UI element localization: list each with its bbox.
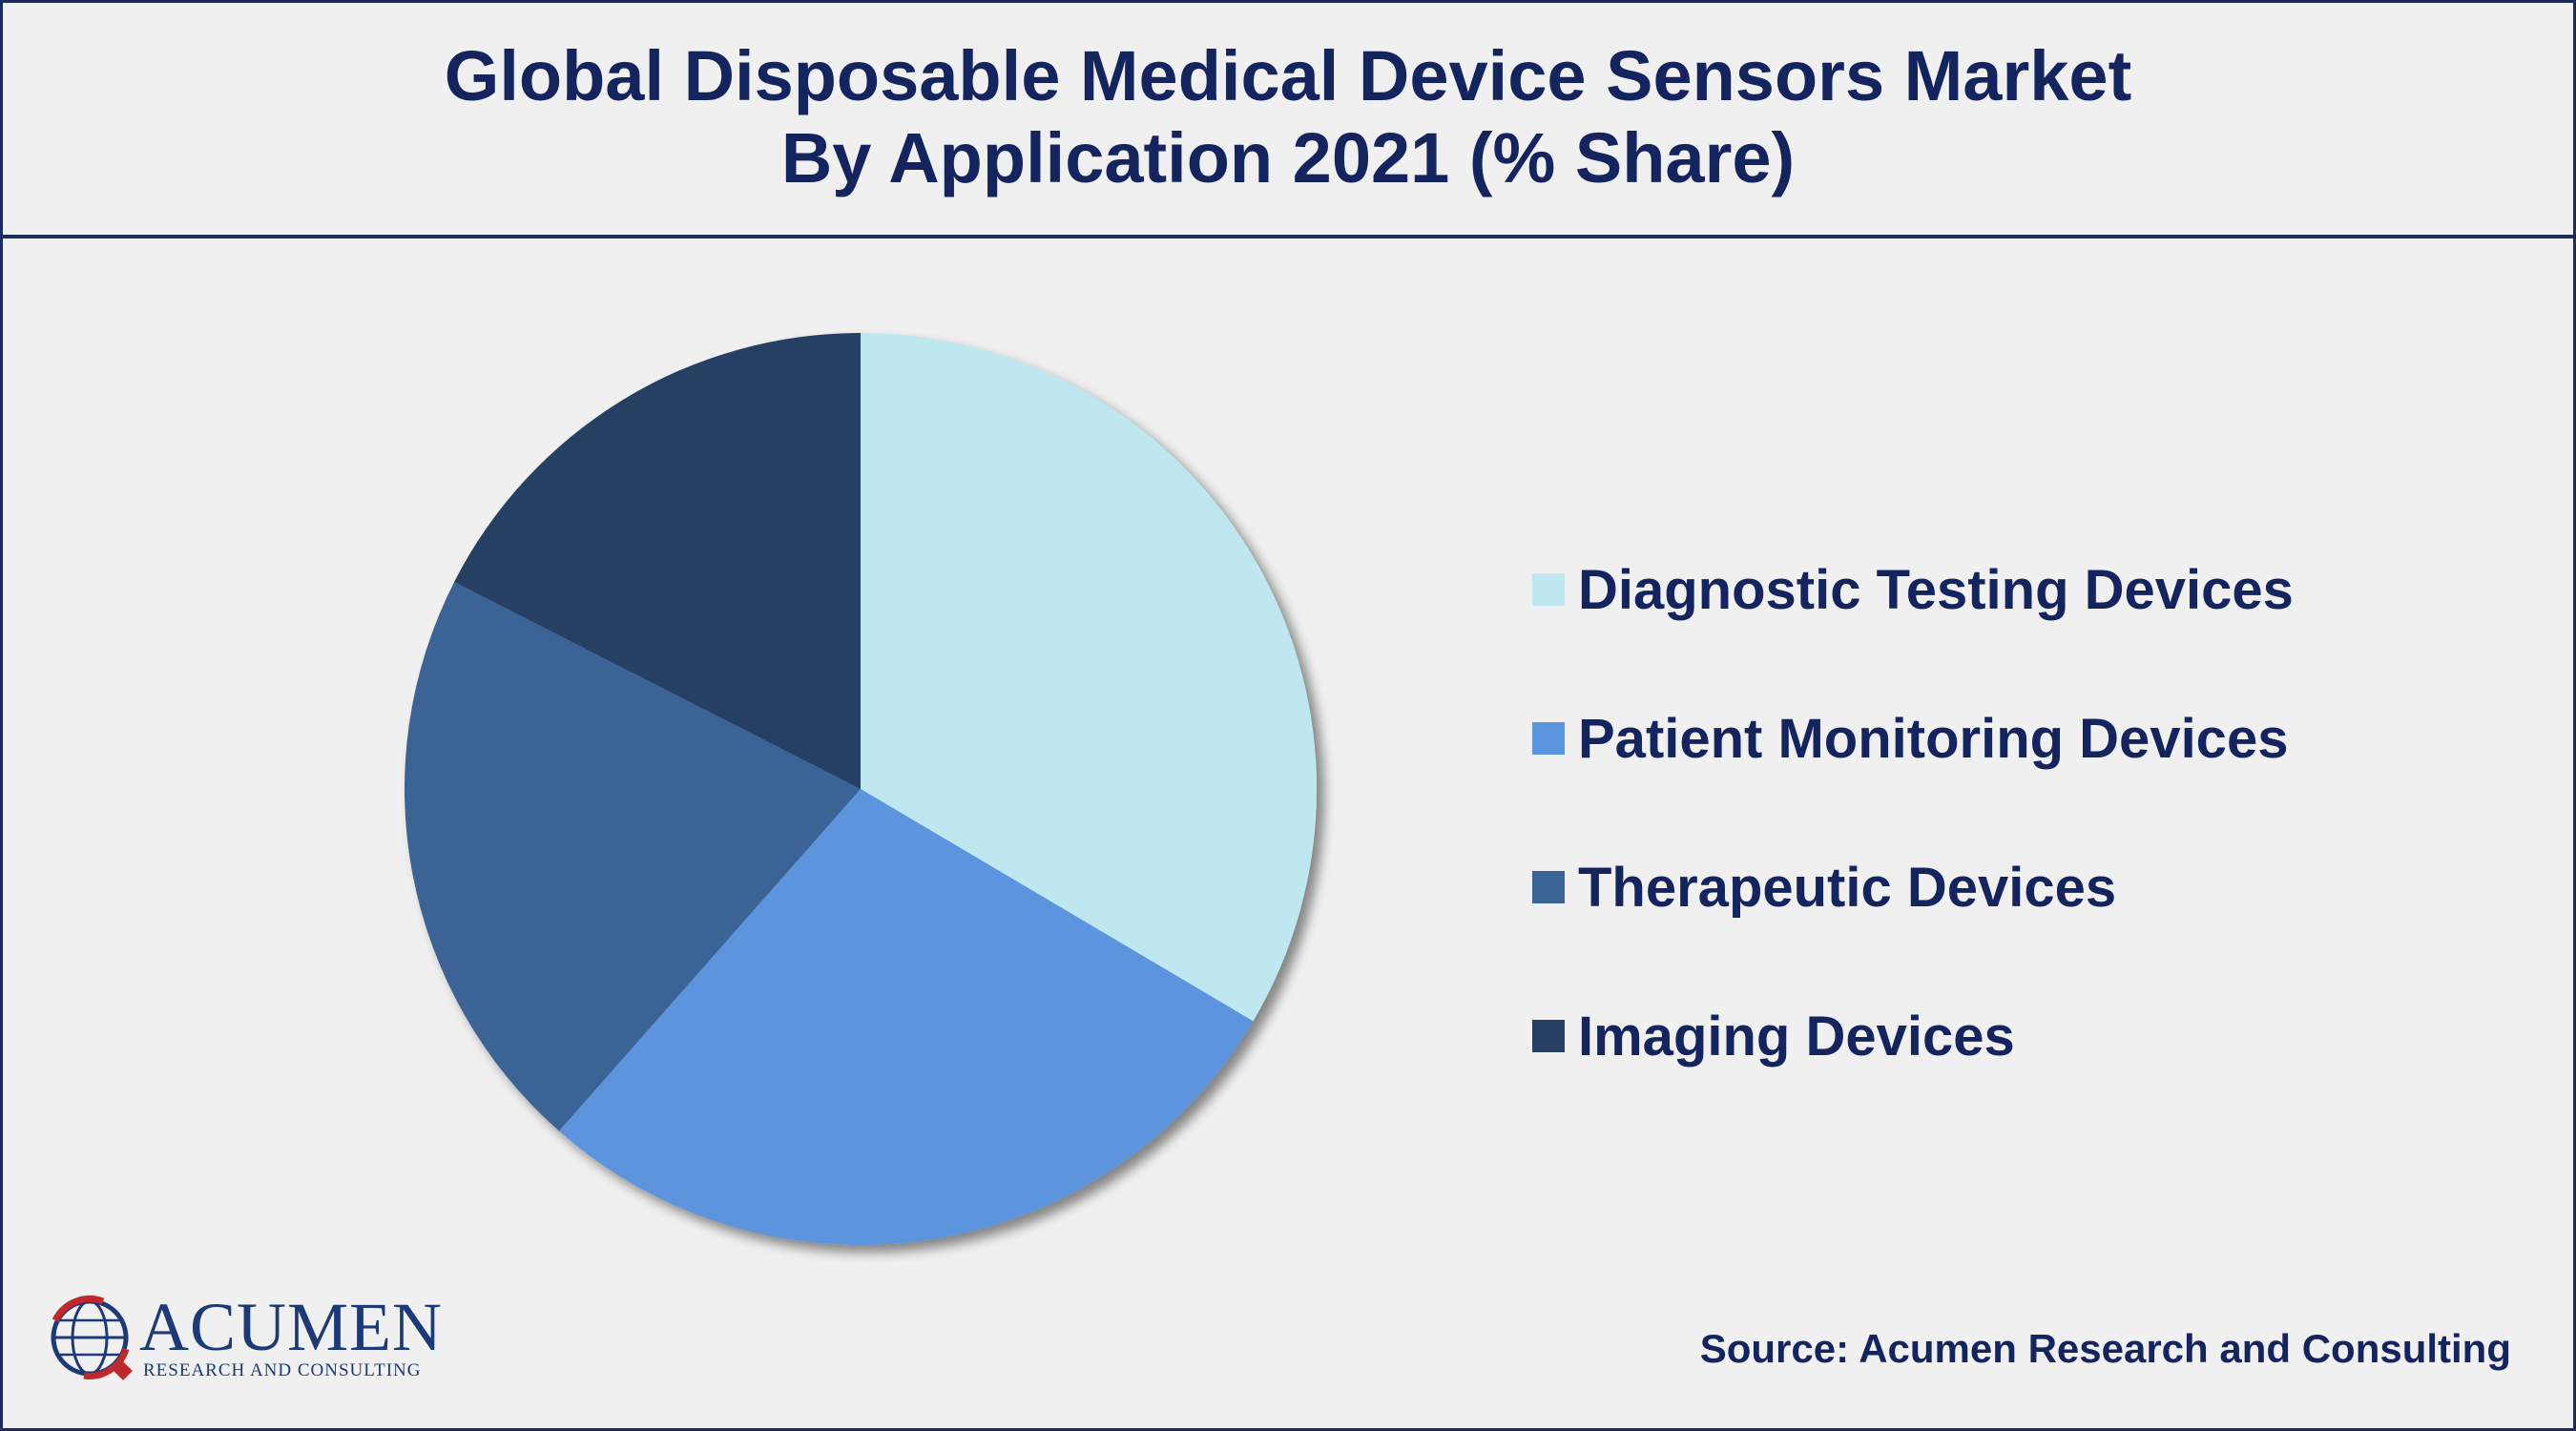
pie-slice-diagnostic-testing-devices	[861, 333, 1317, 1022]
chart-legend: Diagnostic Testing Devices Patient Monit…	[1532, 515, 2486, 1110]
legend-item: Diagnostic Testing Devices	[1532, 515, 2486, 664]
legend-swatch	[1532, 1020, 1565, 1052]
pie-slice-patient-monitoring-devices	[558, 789, 1254, 1245]
legend-label: Patient Monitoring Devices	[1578, 707, 2289, 770]
globe-icon	[51, 1295, 133, 1380]
acumen-logo: ACUMEN RESEARCH AND CONSULTING	[46, 1288, 447, 1393]
legend-label: Diagnostic Testing Devices	[1578, 558, 2294, 621]
chart-title-line2: By Application 2021 (% Share)	[780, 118, 1796, 197]
legend-item: Imaging Devices	[1532, 962, 2486, 1110]
source-note: Source: Acumen Research and Consulting	[1699, 1326, 2511, 1371]
legend-item: Patient Monitoring Devices	[1532, 664, 2486, 813]
logo-name: ACUMEN	[139, 1289, 444, 1365]
legend-swatch	[1532, 871, 1565, 903]
chart-header: Global Disposable Medical Device Sensors…	[0, 0, 2576, 238]
pie-slice-therapeutic-devices	[405, 581, 861, 1131]
legend-swatch	[1532, 573, 1565, 606]
legend-item: Therapeutic Devices	[1532, 813, 2486, 962]
chart-title-line1: Global Disposable Medical Device Sensors…	[444, 36, 2132, 115]
logo-tagline: RESEARCH AND CONSULTING	[143, 1360, 422, 1380]
legend-swatch	[1532, 722, 1565, 755]
pie-slice-imaging-devices	[454, 333, 861, 789]
legend-label: Therapeutic Devices	[1578, 856, 2117, 919]
legend-label: Imaging Devices	[1578, 1005, 2015, 1068]
